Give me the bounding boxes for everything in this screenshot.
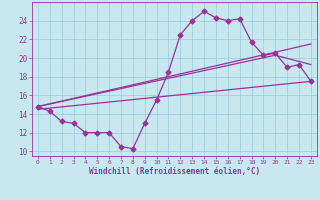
X-axis label: Windchill (Refroidissement éolien,°C): Windchill (Refroidissement éolien,°C) [89, 167, 260, 176]
